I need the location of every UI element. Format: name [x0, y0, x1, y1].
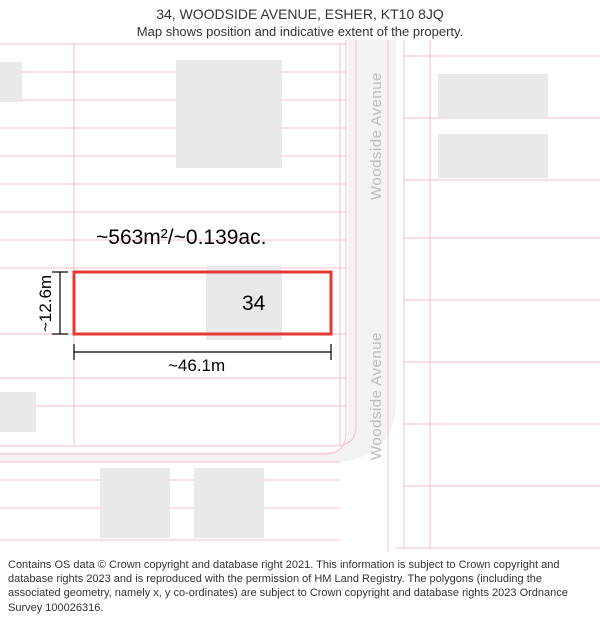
copyright-footer: Contains OS data © Crown copyright and d…	[0, 552, 600, 625]
depth-measurement-label: ~12.6m	[36, 275, 56, 332]
width-measurement-label: ~46.1m	[168, 356, 225, 376]
map-subtitle: Map shows position and indicative extent…	[10, 24, 590, 39]
map-header: 34, WOODSIDE AVENUE, ESHER, KT10 8JQ Map…	[0, 0, 600, 41]
plot-number-label: 34	[242, 292, 265, 316]
property-address-title: 34, WOODSIDE AVENUE, ESHER, KT10 8JQ	[10, 6, 590, 22]
area-measurement-label: ~563m²/~0.139ac.	[96, 226, 266, 250]
road-name-label-upper: Woodside Avenue	[368, 72, 385, 200]
property-map	[0, 0, 600, 560]
road-name-label-lower: Woodside Avenue	[368, 332, 385, 460]
